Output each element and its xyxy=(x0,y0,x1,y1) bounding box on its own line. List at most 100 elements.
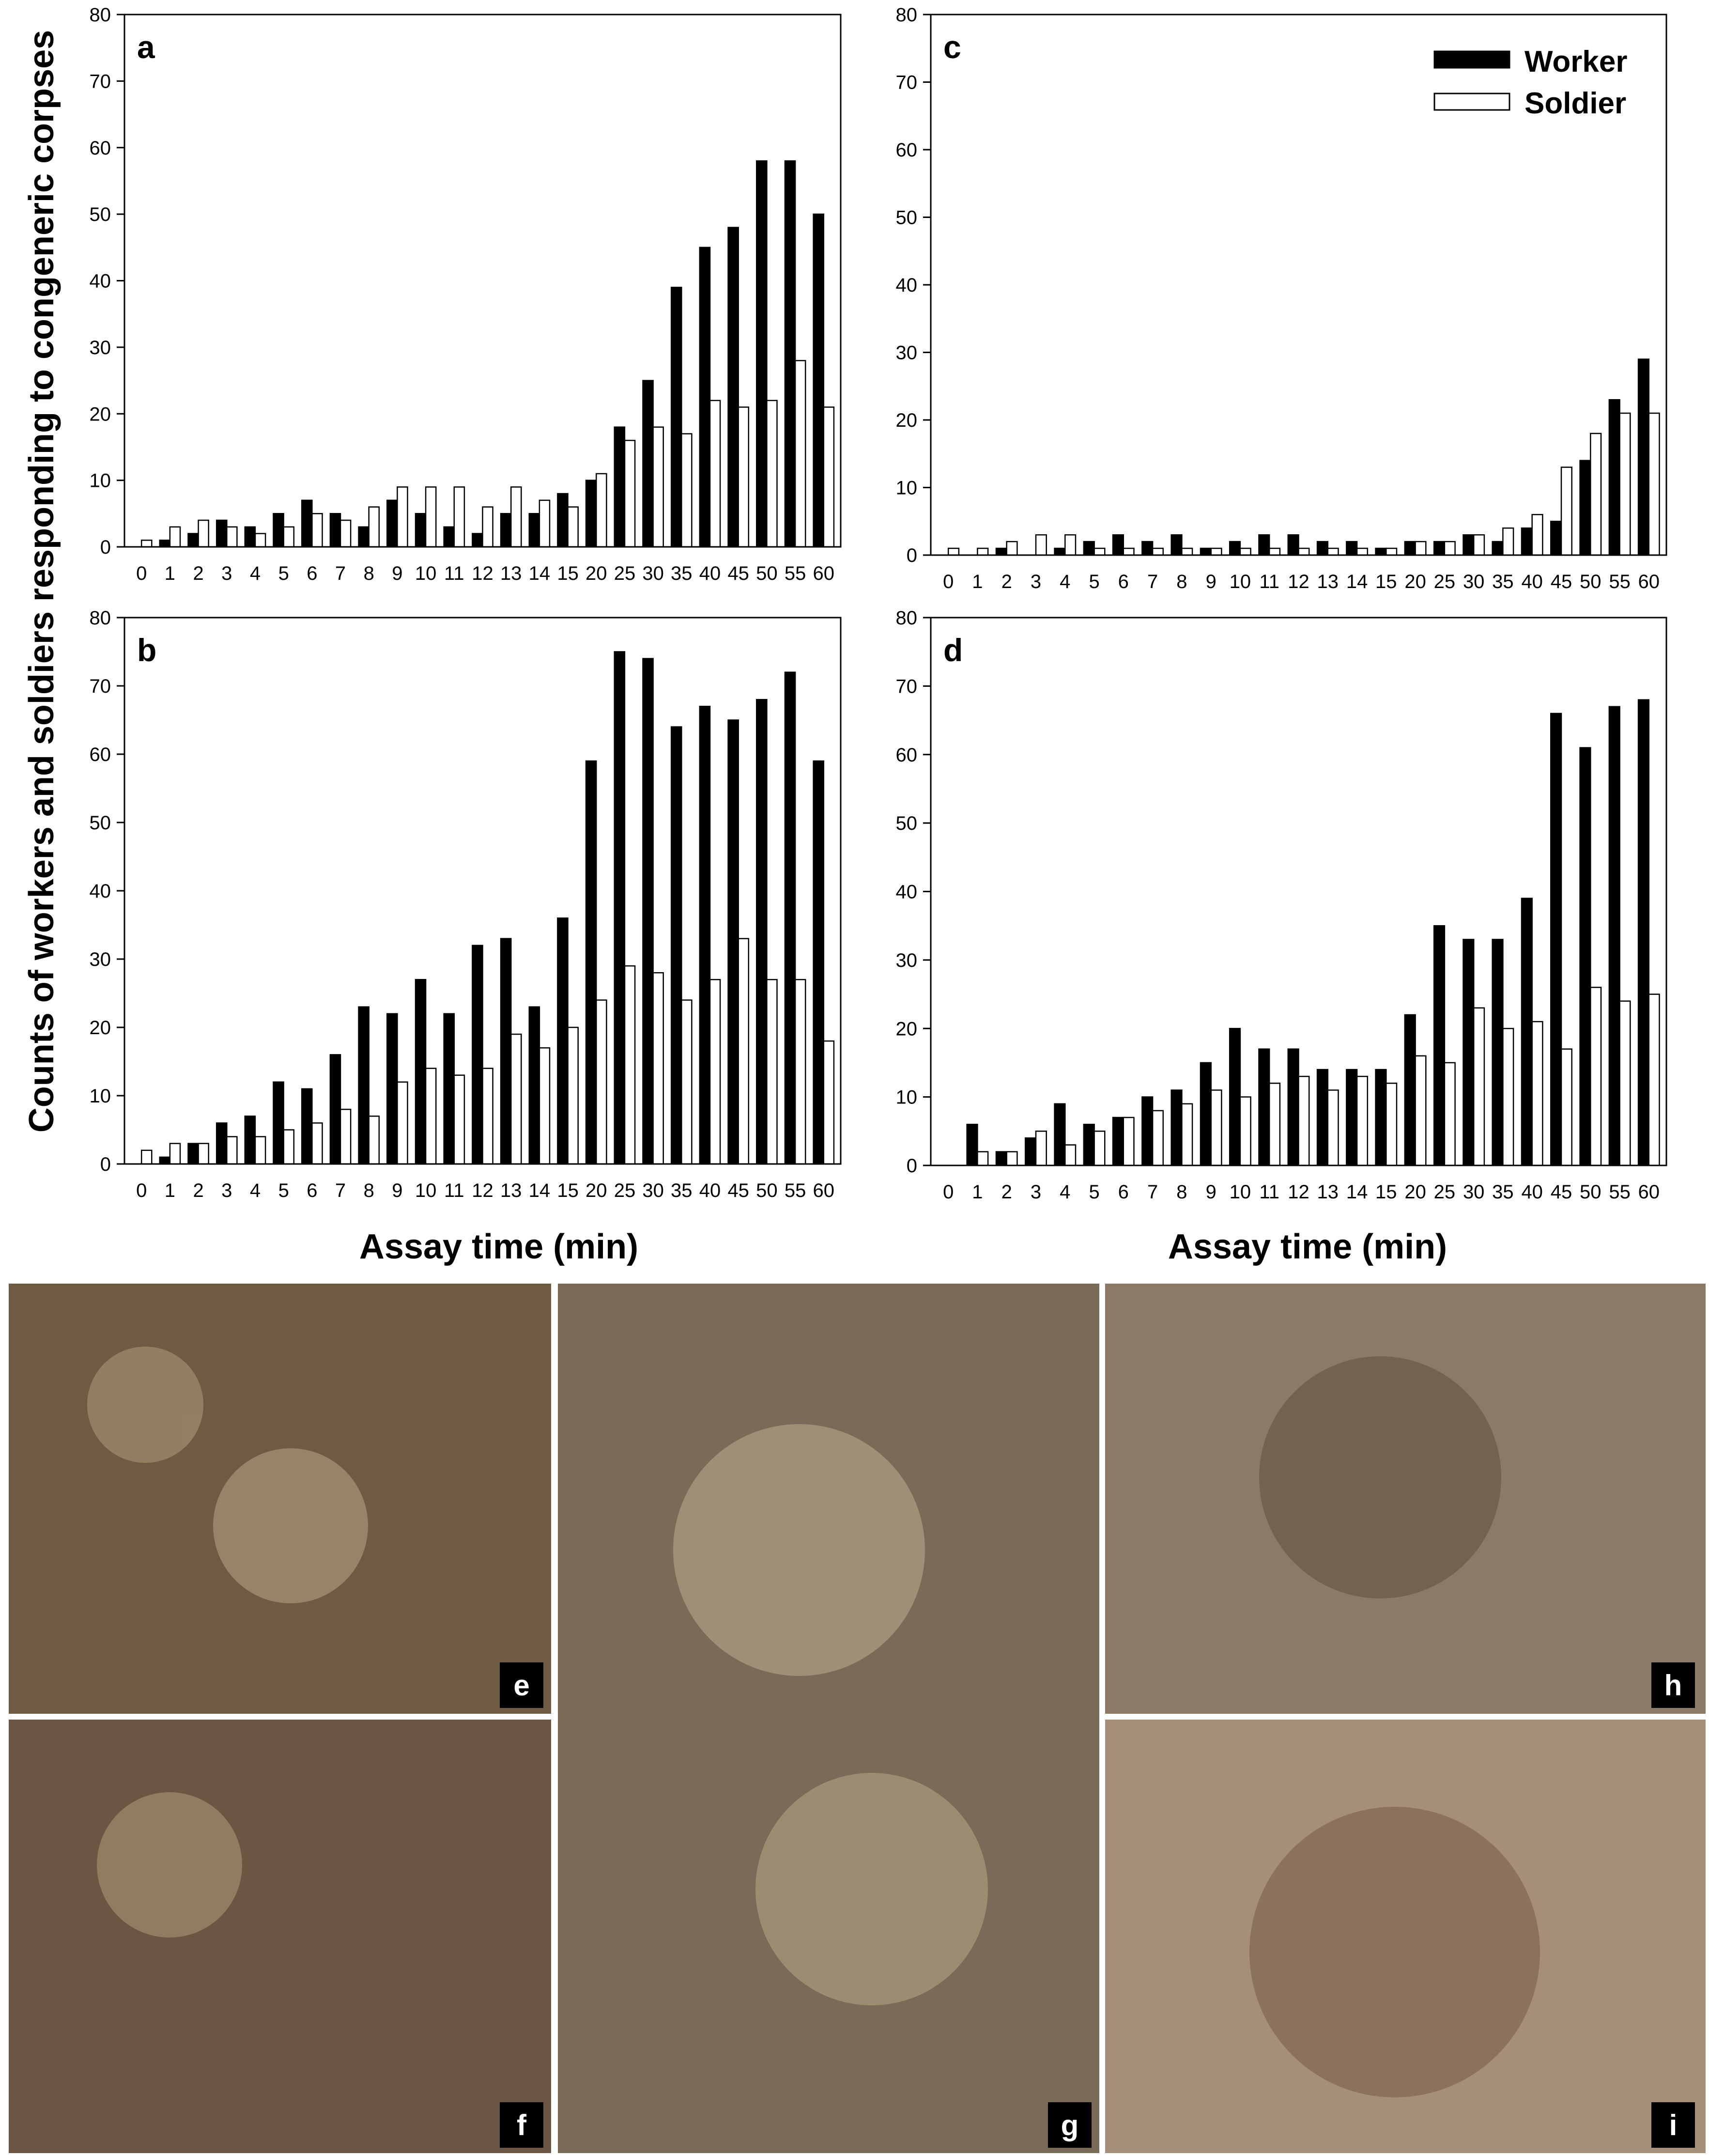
bar-soldier-c-50 xyxy=(1590,433,1602,556)
bar-soldier-d-11 xyxy=(1268,1083,1281,1166)
bar-soldier-b-1 xyxy=(169,1143,181,1165)
bar-worker-a-12 xyxy=(472,533,483,548)
x-tick-label: 13 xyxy=(500,563,522,584)
bar-soldier-b-13 xyxy=(510,1033,522,1165)
y-tick-label: 30 xyxy=(896,342,918,364)
bar-soldier-d-5 xyxy=(1093,1131,1106,1166)
x-tick-label: 60 xyxy=(813,1180,835,1201)
bar-soldier-a-4 xyxy=(254,533,266,548)
y-tick-label: 50 xyxy=(90,812,111,834)
bar-soldier-d-15 xyxy=(1386,1083,1398,1166)
bar-worker-b-8 xyxy=(358,1006,370,1165)
bar-worker-d-4 xyxy=(1054,1103,1066,1166)
plot-frame xyxy=(123,14,842,548)
x-tick-label: 3 xyxy=(1031,1181,1041,1203)
x-tick-label: 6 xyxy=(1118,571,1129,592)
bar-worker-a-5 xyxy=(273,513,284,548)
bar-soldier-a-0 xyxy=(140,540,153,548)
x-tick-label: 12 xyxy=(1288,1181,1309,1203)
photo-letter-g: g xyxy=(1061,2109,1079,2141)
bar-soldier-b-12 xyxy=(482,1068,493,1165)
y-tick-label: 30 xyxy=(90,949,111,970)
bar-soldier-c-25 xyxy=(1444,541,1456,556)
bar-soldier-c-40 xyxy=(1531,514,1543,556)
bar-worker-c-50 xyxy=(1579,460,1591,556)
bar-soldier-d-10 xyxy=(1239,1096,1251,1166)
bar-worker-d-1 xyxy=(966,1123,978,1166)
x-tick-label: 55 xyxy=(1609,1181,1631,1203)
x-tick-label: 40 xyxy=(699,563,721,584)
bar-soldier-a-2 xyxy=(198,519,209,548)
bar-worker-d-8 xyxy=(1170,1089,1183,1166)
x-tick-label: 20 xyxy=(585,1180,607,1201)
bar-worker-a-3 xyxy=(216,519,228,548)
x-tick-label: 15 xyxy=(1375,571,1397,592)
bar-worker-a-40 xyxy=(699,247,711,548)
panel-letter-d: d xyxy=(943,632,963,668)
bar-worker-d-10 xyxy=(1229,1028,1241,1166)
y-tick-label: 40 xyxy=(90,271,111,292)
texture-spot xyxy=(213,1448,368,1603)
x-tick-label: 30 xyxy=(1463,1181,1485,1203)
bar-worker-a-25 xyxy=(614,426,626,548)
x-tick-label: 8 xyxy=(1176,1181,1187,1203)
bar-worker-a-6 xyxy=(301,499,313,548)
bar-worker-d-40 xyxy=(1521,898,1533,1166)
x-tick-label: 45 xyxy=(1551,571,1572,592)
bar-soldier-c-7 xyxy=(1152,547,1164,556)
bar-soldier-d-4 xyxy=(1064,1144,1077,1166)
x-tick-label: 50 xyxy=(756,1180,778,1201)
bar-soldier-c-13 xyxy=(1327,547,1339,556)
x-tick-label: 4 xyxy=(250,563,261,584)
y-tick-label: 70 xyxy=(896,676,918,697)
x-tick-label: 40 xyxy=(1521,571,1543,592)
x-tick-label: 6 xyxy=(307,563,317,584)
x-tick-label: 8 xyxy=(364,563,374,584)
bar-soldier-a-30 xyxy=(652,426,664,548)
x-tick-label: 60 xyxy=(1638,571,1660,592)
bar-soldier-b-45 xyxy=(738,938,750,1165)
x-tick-label: 1 xyxy=(972,571,983,592)
bar-soldier-d-9 xyxy=(1210,1089,1222,1166)
bar-worker-c-8 xyxy=(1170,534,1183,556)
y-tick-label: 80 xyxy=(896,4,918,26)
y-tick-label: 20 xyxy=(896,410,918,431)
x-tick-label: 10 xyxy=(1230,1181,1251,1203)
bar-soldier-d-7 xyxy=(1152,1110,1164,1166)
x-tick-label: 5 xyxy=(1089,1181,1099,1203)
bar-soldier-c-8 xyxy=(1181,547,1193,556)
bar-worker-b-13 xyxy=(500,938,512,1165)
x-tick-label: 5 xyxy=(278,563,289,584)
bar-soldier-c-15 xyxy=(1386,547,1398,556)
x-tick-label: 20 xyxy=(585,563,607,584)
bar-soldier-b-0 xyxy=(140,1149,153,1165)
bar-worker-a-55 xyxy=(784,160,796,548)
bar-worker-b-1 xyxy=(159,1156,171,1165)
bar-soldier-a-15 xyxy=(567,506,579,548)
y-tick-label: 40 xyxy=(896,275,918,296)
x-tick-label: 0 xyxy=(136,1180,147,1201)
bar-soldier-c-11 xyxy=(1268,547,1281,556)
x-tick-label: 10 xyxy=(1230,571,1251,592)
x-tick-label: 15 xyxy=(557,563,579,584)
bar-soldier-d-45 xyxy=(1560,1048,1572,1166)
bar-soldier-a-50 xyxy=(766,400,778,548)
y-tick-label: 0 xyxy=(100,1154,111,1175)
x-tick-label: 11 xyxy=(444,1180,464,1201)
photo-letter-box-f xyxy=(500,2102,543,2148)
bar-soldier-b-6 xyxy=(311,1122,323,1165)
bar-worker-b-14 xyxy=(528,1006,540,1165)
bar-soldier-a-45 xyxy=(738,406,750,548)
photo-letter-i: i xyxy=(1669,2109,1678,2141)
bar-soldier-a-40 xyxy=(709,400,721,548)
x-tick-label: 7 xyxy=(1147,1181,1158,1203)
bar-worker-c-40 xyxy=(1521,527,1533,556)
photo-letter-f: f xyxy=(517,2109,527,2141)
photo-e xyxy=(9,1284,551,1714)
bar-worker-d-9 xyxy=(1200,1062,1212,1166)
x-tick-label: 4 xyxy=(1060,571,1070,592)
bar-soldier-a-1 xyxy=(169,526,181,548)
y-tick-label: 50 xyxy=(90,204,111,225)
bar-worker-b-10 xyxy=(415,979,427,1165)
